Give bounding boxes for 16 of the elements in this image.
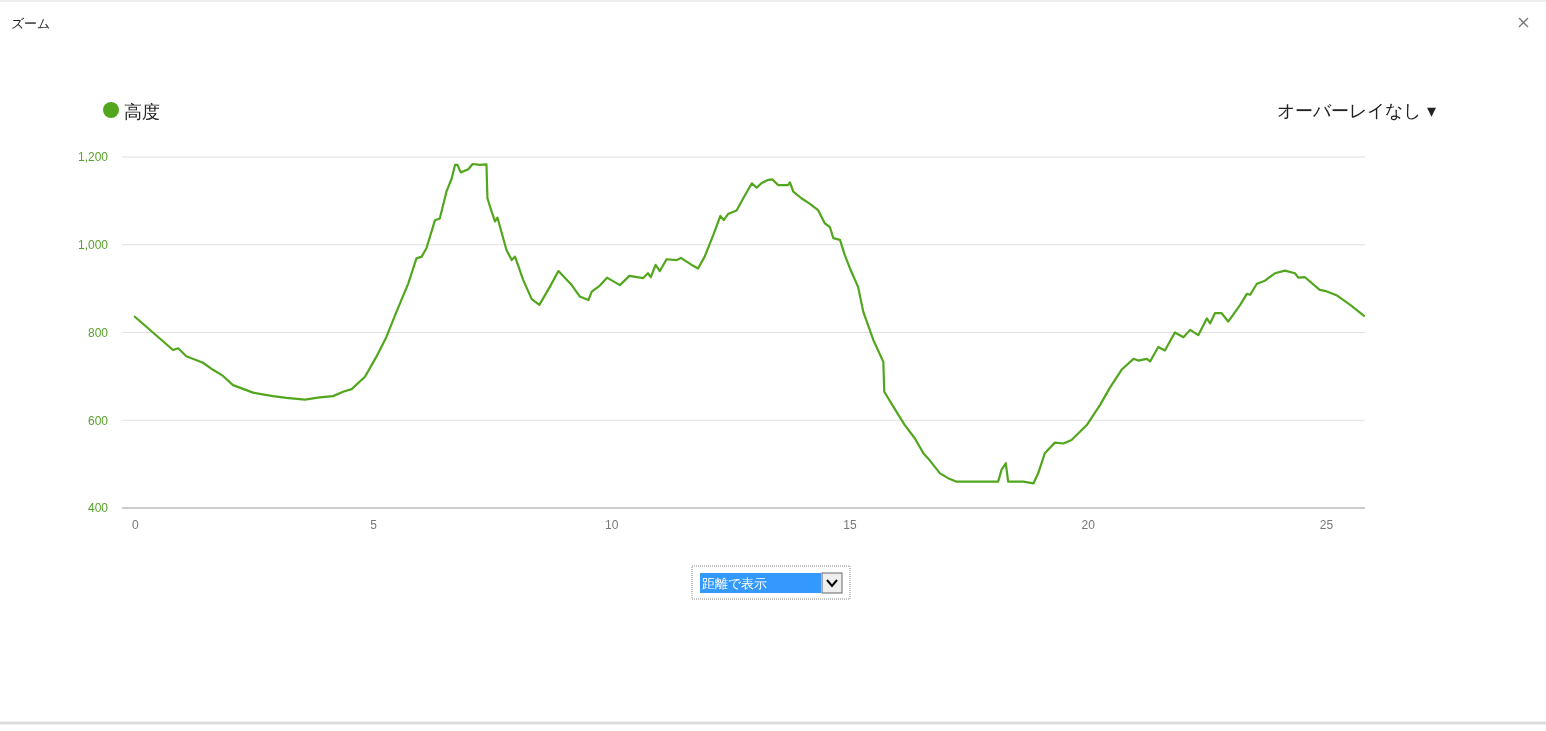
x-tick-label: 20 <box>1081 517 1096 532</box>
y-tick-label: 800 <box>87 325 109 340</box>
line-series <box>133 162 1366 485</box>
x-tick-label: 0 <box>132 517 140 532</box>
x-tick-label: 15 <box>843 517 857 532</box>
y-tick-label: 400 <box>87 501 109 516</box>
x-tick-label: 10 <box>605 517 619 532</box>
text: オーバーレイなし ▾ <box>1277 100 1436 121</box>
legend-label: 高度 <box>124 101 160 122</box>
x-tick-label: 25 <box>1319 517 1334 532</box>
y-tick-label: 1,000 <box>77 238 109 253</box>
text: 距離で表示 <box>702 576 767 591</box>
chart-title: ズーム <box>11 16 50 31</box>
x-tick-label: 5 <box>370 517 378 532</box>
y-tick-label: 600 <box>87 413 109 428</box>
y-tick-label: 1,200 <box>77 150 109 165</box>
